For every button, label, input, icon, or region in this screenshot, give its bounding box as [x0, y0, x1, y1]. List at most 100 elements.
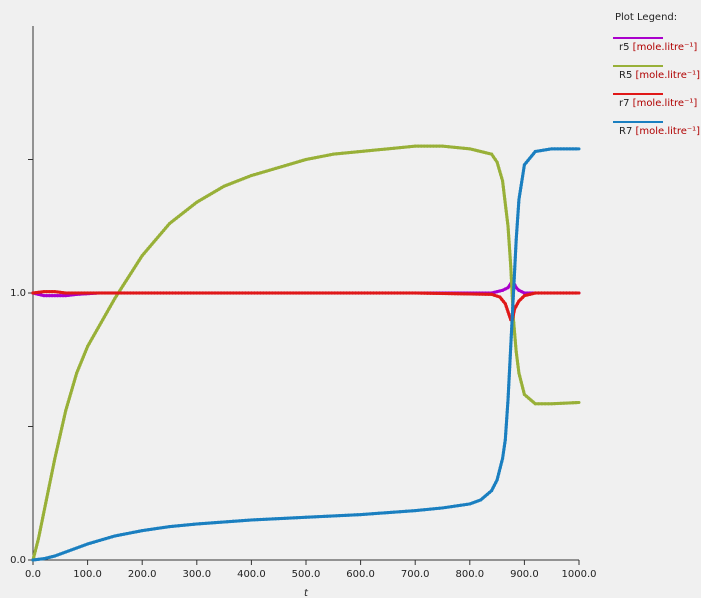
series-point-R5 [79, 360, 83, 365]
series-point-R7 [410, 509, 414, 513]
series-point-R5 [32, 552, 37, 556]
series-point-R5 [443, 144, 448, 149]
series-point-R5 [513, 338, 517, 342]
legend-entry-R7[interactable]: R7 [mole.litre⁻¹] [610, 121, 701, 149]
series-point-R5 [48, 477, 53, 481]
series-point-R5 [39, 522, 44, 526]
series-point-R7 [34, 558, 38, 562]
series-point-R7 [511, 297, 515, 301]
series-point-R5 [562, 401, 566, 405]
series-point-R7 [512, 282, 516, 286]
series-point-R5 [502, 194, 506, 198]
series-point-r7 [264, 291, 268, 295]
series-point-R5 [286, 163, 290, 167]
series-point-r7 [86, 291, 90, 295]
series-point-r5 [495, 290, 499, 294]
series-point-r7 [453, 292, 457, 296]
series-point-r7 [471, 292, 475, 296]
series-point-r7 [149, 291, 153, 295]
series-point-R7 [213, 521, 217, 525]
series-point-r7 [158, 291, 162, 295]
series-point-R5 [520, 383, 524, 387]
series-r7 [31, 290, 581, 322]
series-point-R5 [210, 191, 214, 196]
series-point-r7 [501, 299, 506, 304]
series-point-R7 [519, 186, 523, 190]
series-point-R5 [129, 271, 133, 275]
series-point-R5 [386, 147, 390, 151]
series-point-R7 [506, 389, 511, 393]
series-point-r7 [359, 291, 364, 295]
series-point-r7 [444, 291, 448, 296]
series-point-R7 [252, 518, 257, 522]
series-point-R5 [37, 534, 41, 538]
series-point-R5 [380, 147, 384, 152]
series-point-R7 [125, 531, 129, 536]
x-tick-label: 200.0 [128, 569, 157, 580]
series-point-R7 [58, 552, 62, 556]
series-point-R5 [46, 489, 50, 493]
series-point-r7 [339, 291, 343, 295]
series-point-R7 [495, 478, 499, 482]
series-point-R5 [453, 145, 457, 149]
series-point-r7 [216, 291, 220, 295]
series-point-R5 [271, 167, 275, 171]
series-point-R5 [531, 400, 535, 404]
series-point-r7 [58, 290, 62, 294]
series-point-r5 [61, 294, 65, 298]
series-point-R7 [497, 469, 502, 473]
series-line-R7 [31, 147, 581, 562]
series-point-R5 [446, 145, 451, 149]
legend-entry-r5[interactable]: r5 [mole.litre⁻¹] [610, 37, 701, 65]
series-point-R7 [499, 463, 503, 467]
series-point-R5 [190, 204, 194, 208]
series-point-R7 [146, 528, 150, 532]
series-point-R7 [504, 419, 509, 423]
series-point-R5 [497, 166, 501, 170]
series-point-r7 [450, 292, 454, 296]
series-point-R7 [515, 231, 519, 236]
series-point-R7 [280, 516, 284, 521]
series-point-R7 [195, 522, 199, 526]
series-point-r7 [119, 291, 123, 295]
series-point-r7 [92, 291, 96, 295]
series-point-R5 [515, 356, 519, 360]
series-point-R5 [507, 246, 512, 250]
series-point-R5 [521, 386, 525, 390]
series-point-R7 [503, 438, 507, 442]
series-point-R5 [346, 151, 351, 155]
series-point-r7 [383, 291, 388, 295]
series-point-R5 [514, 344, 518, 348]
legend-entry-R5[interactable]: R5 [mole.litre⁻¹] [610, 65, 701, 93]
series-point-R7 [295, 516, 299, 520]
series-point-R7 [66, 549, 71, 553]
series-point-R7 [377, 511, 381, 515]
series-point-R5 [505, 218, 509, 222]
series-point-R7 [506, 404, 510, 408]
series-point-r7 [294, 291, 298, 295]
series-point-R5 [247, 174, 251, 179]
series-point-r7 [122, 291, 126, 295]
series-point-r7 [561, 291, 566, 295]
series-point-r7 [170, 291, 175, 295]
series-point-r7 [95, 291, 99, 295]
legend-entry-r7[interactable]: r7 [mole.litre⁻¹] [610, 93, 701, 121]
series-point-R5 [508, 261, 513, 265]
series-point-R7 [501, 453, 505, 458]
series-point-R7 [170, 524, 175, 528]
series-point-R5 [47, 486, 51, 490]
series-point-R5 [493, 157, 497, 162]
series-point-r5 [47, 294, 51, 298]
legend-label-r7: r7 [619, 98, 630, 109]
series-point-R5 [225, 183, 229, 187]
series-point-R7 [101, 537, 105, 542]
series-point-R5 [158, 233, 162, 237]
series-point-R7 [512, 285, 516, 289]
series-point-R5 [540, 402, 544, 406]
series-point-R7 [506, 398, 510, 402]
series-point-R7 [490, 488, 494, 493]
series-point-R5 [174, 216, 178, 220]
series-point-R5 [124, 279, 128, 283]
legend-label-r5: r5 [619, 42, 630, 53]
series-point-R7 [340, 513, 344, 518]
